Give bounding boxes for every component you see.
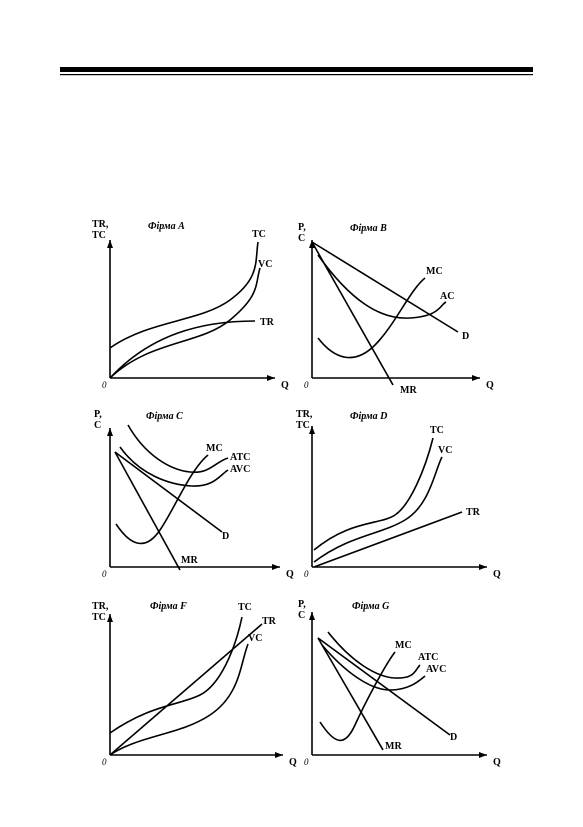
curve — [109, 643, 249, 756]
curve-label: TC — [238, 602, 252, 613]
curve — [317, 277, 426, 359]
curve-label: MC — [395, 640, 412, 651]
x-label: Q — [289, 757, 297, 768]
curve — [109, 241, 259, 349]
y-label: P, — [94, 409, 102, 420]
curve — [119, 446, 229, 487]
x-label: Q — [493, 569, 501, 580]
origin: 0 — [102, 380, 107, 390]
x-arrow — [479, 752, 487, 758]
origin: 0 — [304, 569, 309, 579]
curve-label: MR — [181, 555, 198, 566]
y-label: TR, — [92, 601, 109, 612]
curve-label: MR — [400, 385, 417, 396]
x-arrow — [472, 375, 480, 381]
y-arrow — [107, 614, 113, 622]
curve-label: D — [462, 331, 469, 342]
x-label: Q — [486, 380, 494, 391]
curve-label: MC — [426, 266, 443, 277]
y-label: TC — [92, 230, 106, 241]
header-rule — [60, 67, 533, 72]
curve-label: MC — [206, 443, 223, 454]
curve-label: ATC — [230, 452, 250, 463]
curve — [109, 267, 261, 379]
curve — [327, 631, 421, 679]
curve — [127, 424, 229, 473]
origin: 0 — [304, 380, 309, 390]
panel-title: Фірма D — [350, 411, 387, 422]
curve — [317, 254, 447, 319]
x-arrow — [272, 564, 280, 570]
origin: 0 — [102, 757, 107, 767]
origin: 0 — [304, 757, 309, 767]
curve — [109, 320, 256, 379]
y-arrow — [309, 426, 315, 434]
panel-title: Фірма G — [352, 601, 390, 612]
curve-label: D — [222, 531, 229, 542]
panel-title: Фірма F — [150, 601, 187, 612]
curve-label: TR — [260, 317, 275, 328]
curve-label: AVC — [426, 664, 446, 675]
origin: 0 — [102, 569, 107, 579]
curve-label: VC — [258, 259, 272, 270]
y-arrow — [309, 612, 315, 620]
curve-label: VC — [248, 633, 262, 644]
curve-label: TC — [430, 425, 444, 436]
y-label: C — [94, 420, 101, 431]
x-label: Q — [281, 380, 289, 391]
y-label: TC — [296, 420, 310, 431]
curve-label: TC — [252, 229, 266, 240]
panel-title: Фірма B — [350, 223, 387, 234]
curve — [115, 454, 209, 545]
curve — [317, 637, 451, 736]
curve — [114, 451, 223, 533]
curve — [319, 651, 396, 742]
curve — [311, 241, 459, 333]
curve — [313, 511, 463, 568]
curve — [109, 623, 263, 756]
y-label: C — [298, 610, 305, 621]
curve — [317, 637, 384, 751]
y-label: P, — [298, 222, 306, 233]
header-rule-thin — [60, 74, 533, 76]
curve — [313, 456, 443, 563]
curve — [313, 437, 434, 551]
curve-label: MR — [385, 741, 402, 752]
y-arrow — [107, 240, 113, 248]
y-arrow — [107, 428, 113, 436]
x-label: Q — [286, 569, 294, 580]
curve — [114, 451, 181, 571]
panel-title: Фірма C — [146, 411, 183, 422]
x-arrow — [267, 375, 275, 381]
panel-title: Фірма A — [148, 221, 185, 232]
x-arrow — [275, 752, 283, 758]
x-arrow — [479, 564, 487, 570]
curve-label: TR — [262, 616, 277, 627]
y-label: TC — [92, 612, 106, 623]
curve-label: AC — [440, 291, 454, 302]
curve-label: ATC — [418, 652, 438, 663]
curve-label: AVC — [230, 464, 250, 475]
y-label: C — [298, 233, 305, 244]
curve-label: D — [450, 732, 457, 743]
y-label: TR, — [92, 219, 109, 230]
curve — [109, 616, 243, 734]
curve-label: TR — [466, 507, 481, 518]
x-label: Q — [493, 757, 501, 768]
y-label: P, — [298, 599, 306, 610]
y-label: TR, — [296, 409, 313, 420]
curve-label: VC — [438, 445, 452, 456]
